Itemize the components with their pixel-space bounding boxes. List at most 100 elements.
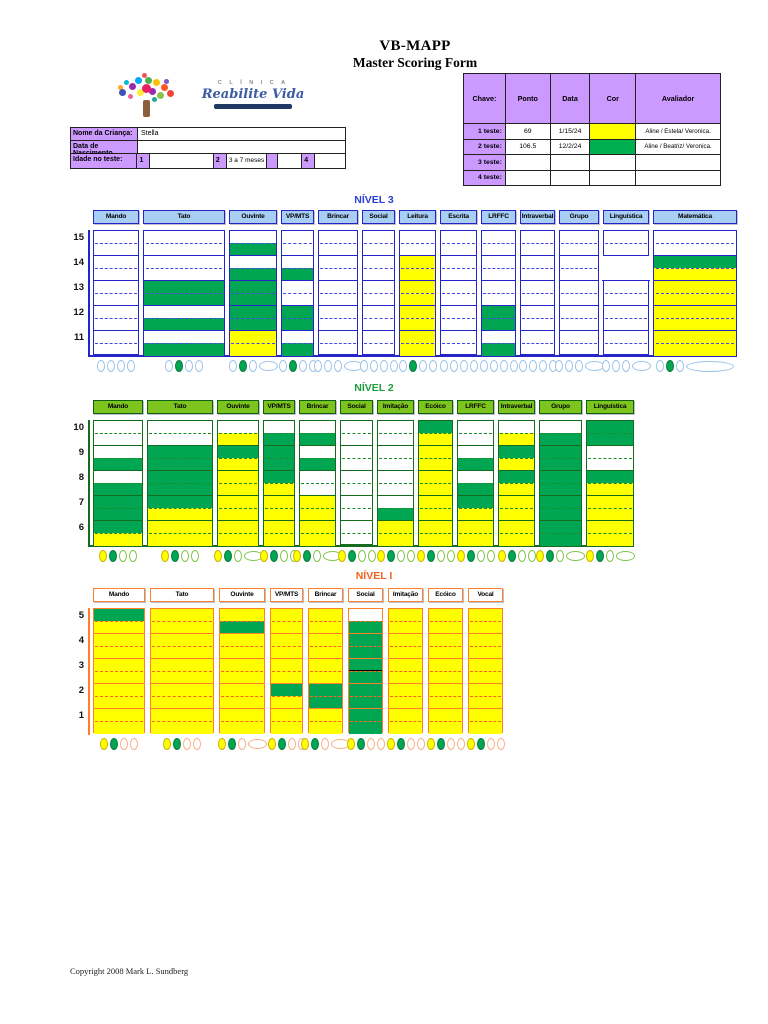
mid-dashed-line — [282, 318, 313, 319]
test-circle-2 — [611, 360, 620, 372]
half-top — [300, 521, 335, 534]
age-segment: 1 — [137, 154, 151, 168]
milestone-cell — [264, 521, 294, 546]
half-bottom — [482, 318, 515, 330]
half-bottom — [560, 243, 598, 255]
half-top — [309, 684, 342, 696]
milestone-grid — [318, 230, 358, 355]
mid-dashed-line — [604, 318, 648, 319]
half-bottom — [654, 268, 736, 280]
mid-dashed-line — [429, 646, 462, 647]
half-bottom — [441, 268, 476, 280]
mid-dashed-line — [429, 721, 462, 723]
half-top — [441, 281, 476, 293]
test-score: 106.5 — [504, 138, 551, 155]
mid-dashed-line — [587, 458, 633, 459]
skill-column-matem-tica: Matemática — [653, 210, 737, 373]
mid-dashed-line — [389, 696, 422, 697]
milestone-cell — [654, 331, 736, 356]
test-circles — [398, 359, 437, 373]
half-top — [458, 471, 493, 483]
half-bottom — [94, 621, 144, 633]
mid-dashed-line — [389, 646, 422, 647]
skill-column-intraverbal: Intraverbal — [518, 210, 557, 373]
half-top — [220, 634, 264, 646]
half-top — [94, 684, 144, 696]
half-bottom — [540, 433, 581, 445]
half-bottom — [230, 293, 276, 305]
half-top — [349, 684, 382, 696]
test-circles — [466, 737, 505, 751]
half-top — [378, 446, 413, 458]
nivel-1-columns: Mando Tato Ouvinte VP/MTS Brincar Social Imita… — [88, 588, 505, 751]
half-top — [540, 521, 581, 534]
milestone-row-number: 6 — [78, 522, 84, 533]
milestone-cell — [271, 684, 302, 709]
mid-dashed-line — [540, 458, 581, 459]
half-bottom — [341, 508, 372, 520]
half-top — [378, 496, 413, 508]
milestone-cell — [220, 634, 264, 659]
half-bottom — [587, 483, 633, 495]
mid-dashed-line — [300, 508, 335, 509]
half-top — [560, 331, 598, 343]
half-bottom — [94, 671, 144, 683]
mid-dashed-line — [400, 343, 435, 345]
test-circle-3 — [574, 360, 583, 372]
mid-dashed-line — [152, 696, 212, 697]
half-bottom — [521, 243, 554, 255]
half-top — [94, 256, 138, 268]
half-bottom — [587, 433, 633, 445]
test-circles — [439, 359, 478, 373]
mid-dashed-line — [482, 293, 515, 294]
half-bottom — [144, 243, 224, 255]
milestone-cell — [309, 634, 342, 659]
test-circle-1 — [439, 360, 448, 372]
half-bottom — [218, 508, 258, 520]
milestone-cell — [587, 421, 633, 446]
mid-dashed-line — [363, 318, 394, 319]
test-circle-2 — [426, 550, 435, 562]
milestone-cell — [151, 684, 213, 709]
mid-dashed-line — [482, 318, 515, 319]
half-bottom — [271, 671, 302, 683]
half-top — [94, 634, 144, 646]
half-bottom — [341, 458, 372, 470]
milestone-cell — [458, 496, 493, 521]
skill-column-vp-mts: VP/MTS — [260, 400, 298, 563]
mid-dashed-line — [341, 483, 372, 484]
milestone-grid — [498, 420, 535, 546]
milestone-cell — [400, 331, 435, 356]
mid-dashed-line — [540, 533, 581, 535]
half-bottom — [400, 268, 435, 280]
milestone-cell — [441, 231, 476, 256]
mid-dashed-line — [521, 343, 554, 345]
test-circle-3 — [181, 550, 189, 562]
half-bottom — [271, 721, 302, 734]
half-top — [389, 634, 422, 646]
test-circle-2 — [595, 550, 604, 562]
half-top — [271, 709, 302, 722]
column-header: LRFFC — [457, 400, 494, 414]
milestone-cell — [604, 306, 648, 331]
milestone-grid — [150, 608, 214, 734]
milestone-grid — [468, 608, 503, 734]
column-header: Ouvinte — [219, 588, 265, 602]
test-circle-2 — [277, 738, 286, 750]
milestone-cell — [469, 709, 502, 734]
half-bottom — [144, 318, 224, 330]
test-circles — [601, 359, 651, 373]
milestone-cell — [441, 256, 476, 281]
half-bottom — [521, 268, 554, 280]
milestone-cell — [378, 496, 413, 521]
test-circle-4 — [615, 551, 635, 561]
half-top — [540, 421, 581, 433]
test-label: 1 teste: — [463, 123, 506, 140]
half-bottom — [94, 293, 138, 305]
test-circle-3 — [605, 550, 614, 562]
milestone-cell — [441, 306, 476, 331]
half-top — [300, 446, 335, 458]
milestone-cell — [230, 281, 276, 306]
milestone-cell — [151, 709, 213, 734]
milestone-cell — [309, 609, 342, 634]
